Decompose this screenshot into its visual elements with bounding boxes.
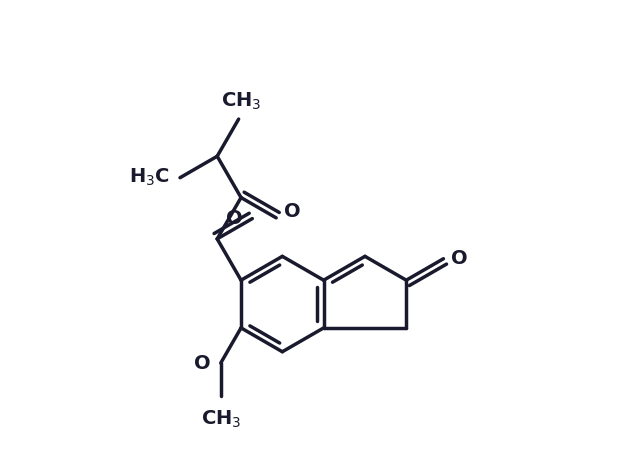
Text: O: O	[226, 209, 243, 228]
Text: H$_3$C: H$_3$C	[129, 167, 170, 188]
Text: O: O	[451, 249, 468, 268]
Text: CH$_3$: CH$_3$	[221, 90, 261, 111]
Text: O: O	[284, 202, 300, 221]
Text: O: O	[194, 353, 211, 373]
Text: CH$_3$: CH$_3$	[200, 409, 241, 430]
